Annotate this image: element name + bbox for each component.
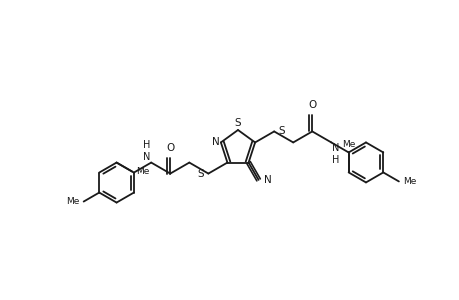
Text: H
N: H N bbox=[143, 140, 150, 162]
Text: Me: Me bbox=[66, 197, 79, 206]
Text: N: N bbox=[212, 137, 219, 147]
Text: N: N bbox=[263, 175, 271, 185]
Text: S: S bbox=[234, 118, 241, 128]
Text: S: S bbox=[197, 169, 204, 178]
Text: S: S bbox=[278, 126, 284, 136]
Text: O: O bbox=[308, 100, 316, 110]
Text: Me: Me bbox=[341, 140, 354, 149]
Text: O: O bbox=[166, 142, 174, 153]
Text: N
H: N H bbox=[331, 143, 339, 165]
Text: Me: Me bbox=[136, 167, 149, 176]
Text: Me: Me bbox=[402, 177, 415, 186]
